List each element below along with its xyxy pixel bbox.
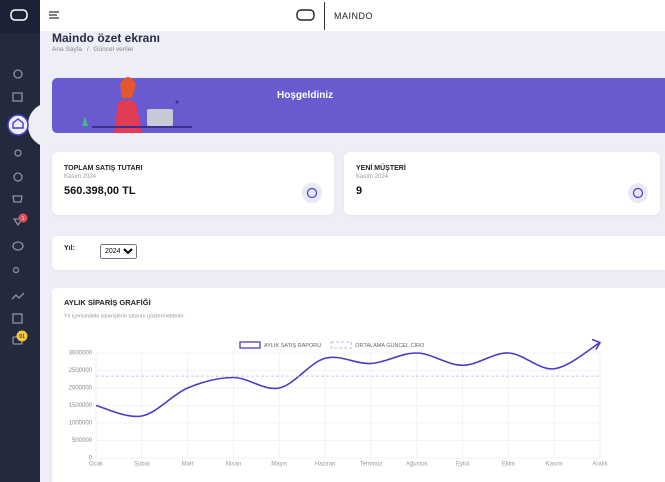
- badge-text: 91: [19, 334, 25, 340]
- line-arrowhead: [591, 338, 602, 350]
- year-select[interactable]: 2024: [100, 244, 137, 259]
- x-tick-label: Eylül: [456, 462, 469, 468]
- badge-text: 1: [21, 216, 24, 222]
- x-tick-label: Ekim: [502, 462, 515, 468]
- x-tick-label: Şubat: [134, 462, 150, 468]
- brand-name: MAINDO: [334, 11, 373, 21]
- legend-label: AYLIK SATIŞ RAPORU: [264, 343, 321, 349]
- nav-icon[interactable]: [13, 172, 23, 182]
- card-value: 560.398,00 TL: [64, 185, 136, 197]
- chart-card: AYLIK SİPARİŞ GRAFİĞİ Yıl içerisindeki s…: [52, 288, 665, 482]
- sales-line: [95, 341, 601, 418]
- breadcrumb-link[interactable]: Ana Sayfa: [52, 46, 82, 53]
- nav-icon[interactable]: [12, 241, 24, 251]
- nav-icon[interactable]: [12, 313, 23, 324]
- nav-active[interactable]: [7, 114, 29, 136]
- page-title: Maindo özet ekranı: [52, 31, 161, 45]
- chart-subtitle: Yıl içerisindeki siparişlerin tutarını g…: [64, 313, 185, 319]
- y-tick-label: 1000000: [69, 421, 93, 427]
- illustration: [82, 77, 192, 133]
- y-tick-label: 3000000: [69, 351, 93, 357]
- stat-card: TOPLAM SATIŞ TUTARI Kasım 2024 560.398,0…: [52, 152, 334, 215]
- nav-icon[interactable]: [14, 149, 22, 157]
- y-tick-label: 2500000: [69, 368, 93, 374]
- filter-card: Yıl: 2024: [52, 236, 665, 270]
- card-period: Kasım 2024: [64, 174, 97, 180]
- x-tick-label: Temmuz: [360, 462, 383, 468]
- x-tick-label: Mart: [182, 462, 194, 468]
- x-tick-label: Nisan: [226, 462, 241, 468]
- card-icon: [302, 183, 322, 203]
- card-value: 9: [356, 185, 363, 197]
- banner-title: Hoşgeldiniz: [277, 90, 334, 101]
- welcome-banner: Hoşgeldiniz: [52, 77, 665, 133]
- x-tick-label: Kasım: [546, 462, 563, 468]
- legend-label: ORTALAMA GÜNCEL CİRO: [355, 342, 425, 349]
- badge: [16, 330, 28, 342]
- card-title: TOPLAM SATIŞ TUTARI: [64, 165, 143, 172]
- chart-title: AYLIK SİPARİŞ GRAFİĞİ: [64, 298, 151, 307]
- x-tick-label: Aralık: [592, 462, 608, 468]
- legend-swatch: [239, 341, 261, 349]
- x-tick-label: Mayıs: [271, 462, 287, 468]
- y-tick-label: 1500000: [69, 403, 93, 409]
- nav-icon[interactable]: [12, 92, 23, 102]
- card-period: Kasım 2024: [356, 174, 389, 180]
- nav-icon[interactable]: [11, 292, 25, 300]
- nav-icon[interactable]: [12, 218, 24, 227]
- breadcrumb: Ana Sayfa / Güncel veriler: [52, 46, 134, 53]
- menu-button[interactable]: [48, 9, 60, 21]
- brand-logo: [296, 9, 315, 21]
- x-tick-label: Haziran: [315, 462, 336, 468]
- card-icon: [628, 183, 648, 203]
- nav-icon[interactable]: [13, 69, 23, 79]
- filter-label: Yıl:: [64, 245, 75, 252]
- topbar: MAINDO: [40, 0, 665, 31]
- nav-icon[interactable]: [12, 266, 20, 274]
- x-tick-label: Ağustos: [406, 462, 428, 468]
- chart: AYLIK SİPARİŞ GRAFİĞİ Yıl içerisindeki s…: [64, 298, 609, 468]
- y-tick-label: 0: [89, 456, 93, 462]
- breadcrumb-current: Güncel veriler: [93, 46, 134, 53]
- x-tick-label: Ocak: [89, 462, 104, 468]
- breadcrumb-separator: /: [86, 46, 89, 53]
- nav-icon[interactable]: [12, 195, 23, 203]
- legend-swatch: [330, 341, 352, 349]
- y-tick-label: 2000000: [69, 386, 93, 392]
- y-tick-label: 500000: [72, 438, 93, 444]
- sidebar: 1 91: [0, 0, 40, 482]
- card-title: YENİ MÜŞTERİ: [356, 165, 406, 172]
- badge: [18, 213, 28, 223]
- stat-card: YENİ MÜŞTERİ Kasım 2024 9: [344, 152, 660, 215]
- logo-icon: [10, 9, 28, 21]
